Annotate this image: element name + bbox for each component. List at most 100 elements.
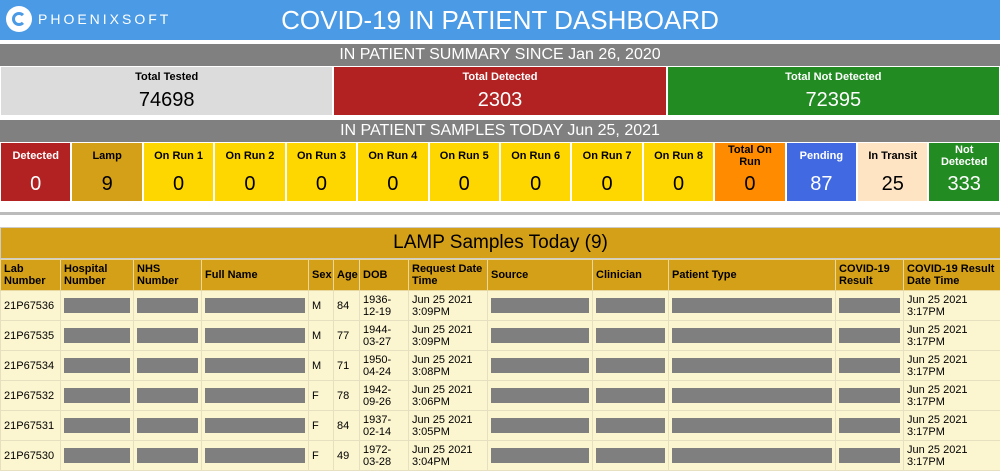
table-cell: 1936-12-19 <box>359 290 409 321</box>
redacted-cell <box>133 380 202 411</box>
table-cell: Jun 25 2021 3:17PM <box>903 320 1000 351</box>
redacted-cell <box>668 410 836 441</box>
redaction-bar <box>672 328 832 343</box>
redacted-cell <box>487 380 593 411</box>
redacted-cell <box>487 290 593 321</box>
redacted-cell <box>487 320 593 351</box>
stat-value: 0 <box>387 173 399 195</box>
table-title: LAMP Samples Today (9) <box>0 227 1000 259</box>
stat-value: 0 <box>530 173 542 195</box>
redaction-bar <box>64 418 130 433</box>
table-cell: F <box>308 440 334 471</box>
redaction-bar <box>491 418 589 433</box>
redacted-cell <box>201 440 309 471</box>
table-row: 21P67532 F 78 1942-09-26 Jun 25 2021 3:06PM J… <box>0 380 1000 411</box>
header: PHOENIXSOFT COVID-19 IN PATIENT DASHBOAR… <box>0 0 1000 40</box>
stat-value: 0 <box>315 173 327 195</box>
redacted-cell <box>60 320 134 351</box>
redaction-bar <box>64 358 130 373</box>
stat-box: On Run 7 0 <box>571 142 643 202</box>
column-header: DOB <box>359 259 409 291</box>
stat-box: On Run 4 0 <box>357 142 429 202</box>
table-cell: 84 <box>333 290 360 321</box>
stat-box: Pending 87 <box>785 142 858 202</box>
table-cell: 21P67532 <box>0 380 61 411</box>
stat-value: 0 <box>172 173 185 195</box>
redacted-cell <box>133 320 202 351</box>
redacted-cell <box>487 440 593 471</box>
section-title: IN PATIENT SUMMARY SINCE Jan 26, 2020 <box>0 44 1000 66</box>
stat-value: 74698 <box>138 89 195 111</box>
redacted-cell <box>592 350 669 381</box>
stat-label: On Run 2 <box>225 150 275 162</box>
redaction-bar <box>64 298 130 313</box>
stat-box: Lamp 9 <box>71 142 143 202</box>
redaction-bar <box>205 328 305 343</box>
stat-value: 2303 <box>477 89 523 111</box>
redaction-bar <box>672 298 832 313</box>
stat-value: 0 <box>30 173 42 195</box>
redacted-cell <box>835 320 904 351</box>
page-title: COVID-19 IN PATIENT DASHBOARD <box>281 5 719 35</box>
table-cell: 49 <box>333 440 360 471</box>
redaction-bar <box>64 448 130 463</box>
redaction-bar <box>491 328 589 343</box>
table-cell: Jun 25 2021 3:04PM <box>408 440 488 471</box>
redaction-bar <box>205 418 305 433</box>
stat-label: Total Not Detected <box>785 71 882 83</box>
stat-box: On Run 3 0 <box>285 142 358 202</box>
table-cell: 1972-03-28 <box>359 440 409 471</box>
stat-label: On Run 8 <box>654 150 703 162</box>
table-cell: 21P67530 <box>0 440 61 471</box>
redaction-bar <box>672 358 832 373</box>
redaction-bar <box>596 328 665 343</box>
table-row: 21P67535 M 77 1944-03-27 Jun 25 2021 3:09PM J… <box>0 320 1000 351</box>
redacted-cell <box>668 290 836 321</box>
redacted-cell <box>835 440 904 471</box>
redacted-cell <box>592 380 669 411</box>
redacted-cell <box>835 410 904 441</box>
table-cell: Jun 25 2021 3:17PM <box>903 380 1000 411</box>
table-cell: 21P67535 <box>0 320 61 351</box>
redaction-bar <box>672 448 832 463</box>
samples-row: Detected 0 Lamp 9 On Run 1 0 On Run 2 0 On Run 3… <box>0 142 1000 202</box>
redaction-bar <box>596 418 665 433</box>
table-row: 21P67536 M 84 1936-12-19 Jun 25 2021 3:09PM J… <box>0 290 1000 321</box>
redaction-bar <box>839 328 900 343</box>
stat-box: In Transit 25 <box>857 142 929 202</box>
stat-label: On Run 6 <box>511 150 561 162</box>
redacted-cell <box>668 380 836 411</box>
column-header: Source <box>487 259 593 291</box>
table-cell: 1944-03-27 <box>359 320 409 351</box>
redacted-cell <box>487 410 593 441</box>
column-header: Age <box>333 259 360 291</box>
redacted-cell <box>592 440 669 471</box>
stat-box: On Run 6 0 <box>499 142 572 202</box>
lamp-table: LAMP Samples Today (9) Lab Number Hospita… <box>0 227 1000 471</box>
table-cell: 78 <box>333 380 360 411</box>
redaction-bar <box>137 448 198 463</box>
redaction-bar <box>491 388 589 403</box>
table-row: 21P67530 F 49 1972-03-28 Jun 25 2021 3:04PM J… <box>0 440 1000 471</box>
redacted-cell <box>835 350 904 381</box>
stat-label: Pending <box>799 150 844 162</box>
stat-label: Not Detected <box>940 144 988 168</box>
redaction-bar <box>64 388 130 403</box>
stat-value: 72395 <box>805 89 862 111</box>
redacted-cell <box>668 440 836 471</box>
stat-value: 0 <box>244 173 256 195</box>
column-header: NHS Number <box>133 259 202 291</box>
redaction-bar <box>839 358 900 373</box>
column-header: Hospital Number <box>60 259 134 291</box>
column-header: COVID-19 Result Date Time <box>903 259 1000 291</box>
stat-box: Total Tested 74698 <box>0 66 334 116</box>
redacted-cell <box>668 320 836 351</box>
stat-label: Total Detected <box>462 71 538 83</box>
column-header: Lab Number <box>0 259 61 291</box>
table-cell: 1937-02-14 <box>359 410 409 441</box>
redacted-cell <box>60 410 134 441</box>
table-cell: M <box>308 320 334 351</box>
column-header: Request Date Time <box>408 259 488 291</box>
redaction-bar <box>205 388 305 403</box>
